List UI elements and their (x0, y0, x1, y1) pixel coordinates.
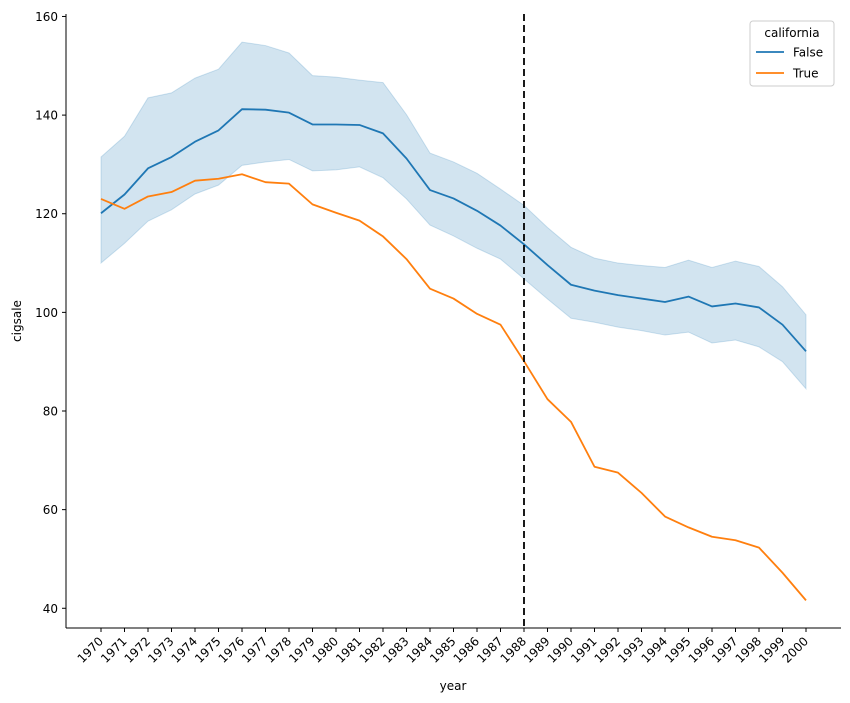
legend: california False True (749, 20, 835, 87)
series-line-false (100, 108, 807, 352)
x-tick-label: 1990 (545, 634, 576, 665)
x-tick-label: 1983 (380, 634, 411, 665)
x-tick-label: 1975 (192, 634, 223, 665)
x-tick-label: 1985 (427, 634, 458, 665)
y-axis-ticks: 40 60 80 100 120 140 160 (35, 10, 66, 616)
x-axis-ticks: 1970197119721973197419751976197719781979… (75, 628, 811, 666)
x-axis-label: year (440, 679, 467, 693)
y-axis-label: cigsale (10, 300, 24, 342)
x-tick-label: 1986 (451, 634, 482, 665)
x-tick-label: 1976 (216, 634, 247, 665)
legend-frame (749, 20, 835, 87)
series-lines-layer (100, 108, 807, 601)
x-tick-label: 1974 (169, 634, 200, 665)
y-tick-label: 160 (35, 10, 58, 24)
x-tick-label: 1979 (286, 634, 317, 665)
confidence-band-layer (100, 41, 807, 391)
x-tick-label: 1999 (756, 634, 787, 665)
series-line-true (100, 173, 807, 601)
legend-title: california (764, 26, 819, 40)
x-tick-label: 1970 (75, 634, 106, 665)
x-tick-label: 1994 (639, 634, 670, 665)
x-tick-label: 1992 (592, 634, 623, 665)
legend-label-true: True (792, 67, 819, 81)
x-tick-label: 1978 (263, 634, 294, 665)
y-tick-label: 40 (43, 602, 58, 616)
y-tick-label: 120 (35, 207, 58, 221)
x-tick-label: 1997 (709, 634, 740, 665)
x-tick-label: 1980 (310, 634, 341, 665)
legend-label-false: False (793, 46, 823, 60)
ci-band-series-false (100, 41, 807, 391)
x-tick-label: 2000 (780, 634, 811, 665)
x-tick-label: 1987 (474, 634, 505, 665)
x-tick-label: 1977 (239, 634, 270, 665)
x-tick-label: 1981 (333, 634, 364, 665)
x-tick-label: 1971 (98, 634, 129, 665)
y-tick-label: 140 (35, 109, 58, 123)
x-tick-label: 1996 (686, 634, 717, 665)
x-tick-label: 1973 (145, 634, 176, 665)
x-tick-label: 1991 (568, 634, 599, 665)
x-tick-label: 1984 (404, 634, 435, 665)
y-tick-label: 60 (43, 503, 58, 517)
y-tick-label: 100 (35, 306, 58, 320)
x-tick-label: 1995 (662, 634, 693, 665)
x-tick-label: 1993 (615, 634, 646, 665)
x-tick-label: 1982 (357, 634, 388, 665)
y-tick-label: 80 (43, 405, 58, 419)
x-tick-label: 1989 (521, 634, 552, 665)
x-tick-label: 1972 (122, 634, 153, 665)
x-tick-label: 1988 (498, 634, 529, 665)
x-tick-label: 1998 (733, 634, 764, 665)
